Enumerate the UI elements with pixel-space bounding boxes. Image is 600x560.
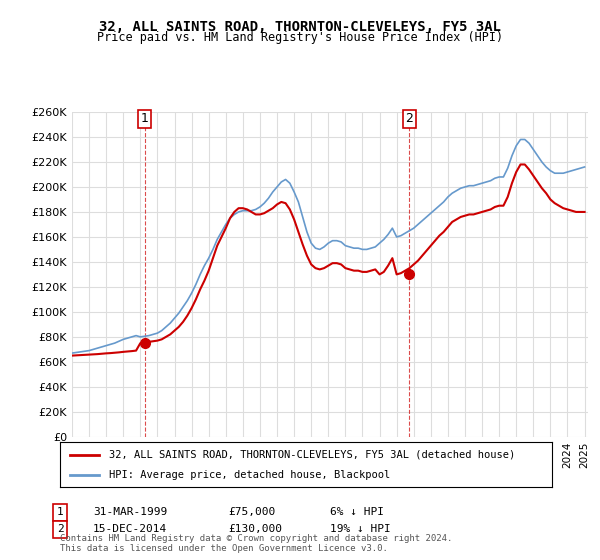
Text: 15-DEC-2014: 15-DEC-2014 bbox=[93, 524, 167, 534]
Text: 2: 2 bbox=[56, 524, 64, 534]
Text: Price paid vs. HM Land Registry's House Price Index (HPI): Price paid vs. HM Land Registry's House … bbox=[97, 31, 503, 44]
Text: 2: 2 bbox=[406, 112, 413, 125]
Text: 19% ↓ HPI: 19% ↓ HPI bbox=[330, 524, 391, 534]
Text: Contains HM Land Registry data © Crown copyright and database right 2024.
This d: Contains HM Land Registry data © Crown c… bbox=[60, 534, 452, 553]
Text: 32, ALL SAINTS ROAD, THORNTON-CLEVELEYS, FY5 3AL: 32, ALL SAINTS ROAD, THORNTON-CLEVELEYS,… bbox=[99, 20, 501, 34]
Text: 6% ↓ HPI: 6% ↓ HPI bbox=[330, 507, 384, 517]
Text: 31-MAR-1999: 31-MAR-1999 bbox=[93, 507, 167, 517]
Text: 32, ALL SAINTS ROAD, THORNTON-CLEVELEYS, FY5 3AL (detached house): 32, ALL SAINTS ROAD, THORNTON-CLEVELEYS,… bbox=[109, 450, 515, 460]
Text: 1: 1 bbox=[56, 507, 64, 517]
Text: HPI: Average price, detached house, Blackpool: HPI: Average price, detached house, Blac… bbox=[109, 470, 391, 480]
Text: £75,000: £75,000 bbox=[228, 507, 275, 517]
Text: 1: 1 bbox=[140, 112, 149, 125]
Text: £130,000: £130,000 bbox=[228, 524, 282, 534]
